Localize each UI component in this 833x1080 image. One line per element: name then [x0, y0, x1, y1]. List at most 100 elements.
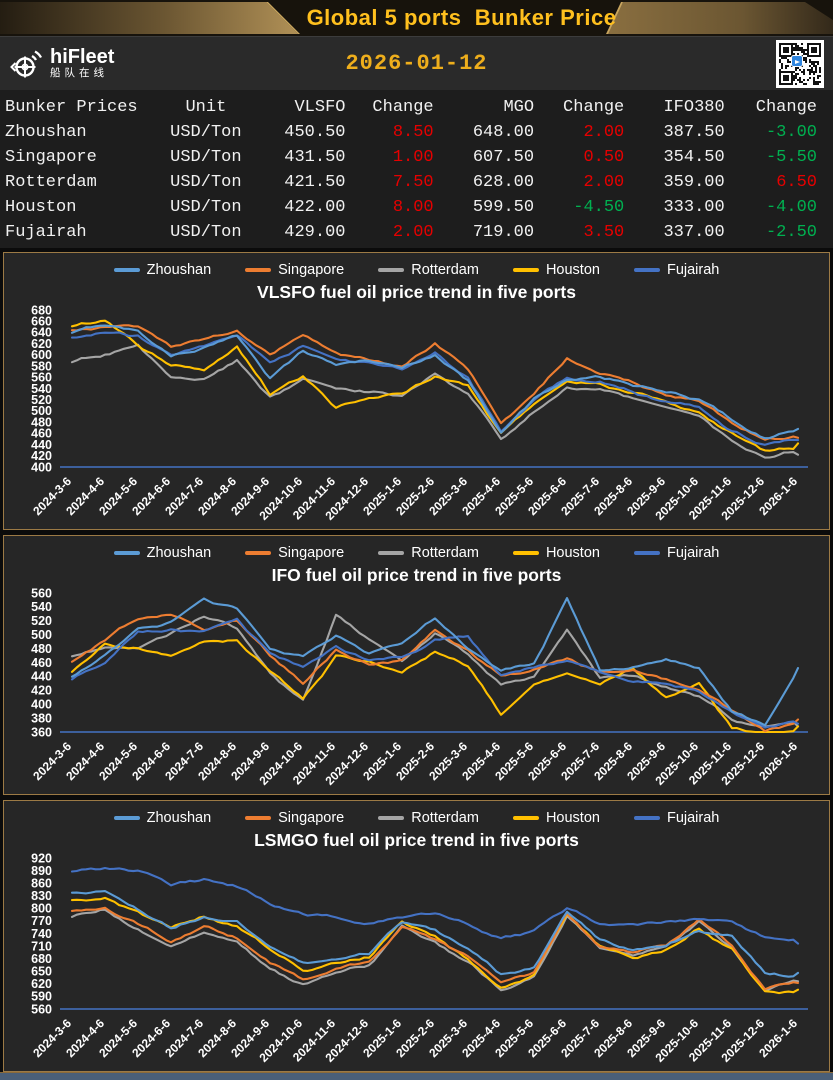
cell-mgo_change: 2.00 — [583, 173, 625, 192]
cell-unit: USD/Ton — [170, 123, 242, 142]
y-tick-label: 770 — [31, 914, 52, 928]
series-line-singapore — [70, 906, 800, 991]
legend-label: Zhoushan — [146, 810, 212, 826]
legend-item-rotterdam: Rotterdam — [378, 810, 479, 826]
y-tick-label: 660 — [31, 315, 52, 329]
legend-label: Rotterdam — [411, 545, 479, 561]
table-row: Fujairah USD/Ton 429.00 2.00 719.00 3.50 337.0… — [5, 220, 827, 245]
qr-code — [776, 40, 824, 88]
banner-gold-band-left — [0, 2, 298, 34]
chart-title: LSMGO fuel oil price trend in five ports — [254, 830, 579, 850]
series-line-rotterdam — [70, 908, 800, 992]
table-row: Singapore USD/Ton 431.50 1.00 607.50 0.50 354.… — [5, 145, 827, 170]
y-tick-label: 680 — [31, 305, 52, 317]
cell-port: Houston — [5, 198, 77, 217]
legend-label: Houston — [545, 810, 600, 826]
cell-mgo_change: 0.50 — [583, 148, 625, 167]
y-tick-label: 540 — [31, 600, 52, 614]
legend-label: Singapore — [278, 545, 345, 561]
chart-title: VLSFO fuel oil price trend in five ports — [257, 282, 576, 302]
cell-vlsfo: 421.50 — [284, 173, 346, 192]
y-tick-label: 480 — [31, 415, 52, 429]
cell-unit: USD/Ton — [170, 198, 242, 217]
y-tick-label: 620 — [31, 337, 52, 351]
cell-port: Fujairah — [5, 223, 87, 242]
y-tick-label: 830 — [31, 889, 52, 903]
cell-port: Singapore — [5, 148, 97, 167]
chart-panel-2: Zhoushan Singapore Rotterdam Houston Fujaira… — [3, 800, 830, 1072]
y-tick-label: 480 — [31, 642, 52, 656]
legend-swatch — [633, 551, 660, 555]
brand-logo: hiFleet 船队在线 — [0, 46, 114, 82]
series-line-fujairah — [70, 617, 800, 729]
cell-vlsfo_change: 2.00 — [392, 223, 434, 242]
legend-label: Rotterdam — [411, 810, 479, 826]
series-line-rotterdam — [70, 613, 800, 728]
legend-item-zhoushan: Zhoushan — [113, 810, 212, 826]
legend-swatch — [245, 551, 272, 555]
legend-label: Zhoushan — [146, 545, 212, 561]
brand-text: hiFleet 船队在线 — [50, 47, 114, 80]
series-line-houston — [70, 639, 800, 734]
legend-label: Fujairah — [666, 262, 720, 278]
series-line-fujairah — [70, 331, 800, 446]
cell-mgo: 628.00 — [472, 173, 535, 192]
cell-vlsfo: 429.00 — [284, 223, 346, 242]
series-line-rotterdam — [70, 343, 800, 459]
page-title: Global 5 ports Bunker Price — [306, 5, 617, 30]
lsmgo-chart-canvas: 5605906206506807107407708008308608909202… — [30, 851, 808, 1065]
legend-label: Singapore — [278, 810, 345, 826]
y-tick-label: 460 — [31, 427, 52, 441]
report-date: 2026-01-12 — [345, 51, 488, 76]
legend-item-houston: Houston — [512, 262, 600, 278]
y-tick-label: 500 — [31, 628, 52, 642]
legend-item-houston: Houston — [512, 545, 600, 561]
legend-item-zhoushan: Zhoushan — [113, 545, 212, 561]
qr-pattern — [779, 43, 821, 85]
cell-unit: USD/Ton — [170, 223, 242, 242]
cell-ifo380: 354.50 — [663, 148, 725, 167]
y-tick-label: 740 — [31, 927, 52, 941]
table-row: Rotterdam USD/Ton 421.50 7.50 628.00 2.00 359.… — [5, 170, 827, 195]
column-header: Unit — [185, 98, 227, 117]
cell-vlsfo_change: 8.00 — [392, 198, 434, 217]
legend-swatch — [633, 816, 660, 820]
chart-panel-1: Zhoushan Singapore Rotterdam Houston Fujaira… — [3, 535, 830, 795]
y-tick-label: 890 — [31, 864, 52, 878]
legend-swatch — [378, 268, 405, 272]
y-tick-label: 620 — [31, 977, 52, 991]
y-tick-label: 540 — [31, 382, 52, 396]
legend-label: Fujairah — [666, 810, 720, 826]
legend-item-singapore: Singapore — [245, 262, 344, 278]
qr-center-logo-icon — [791, 55, 803, 67]
cell-mgo: 607.50 — [472, 148, 535, 167]
legend-item-fujairah: Fujairah — [633, 810, 720, 826]
ship-compass-icon — [10, 49, 43, 77]
cell-ifo380_change: -5.50 — [765, 148, 817, 167]
cell-port: Zhoushan — [5, 123, 87, 142]
legend-swatch — [113, 816, 140, 820]
y-tick-label: 800 — [31, 902, 52, 916]
y-tick-label: 860 — [31, 876, 52, 890]
column-header: Change — [372, 98, 434, 117]
legend-item-zhoushan: Zhoushan — [113, 262, 211, 278]
chart-legend: Zhoushan Singapore Rotterdam Houston Fujaira… — [4, 807, 829, 829]
chart-panel-0: Zhoushan Singapore Rotterdam Houston Fujaira… — [3, 252, 830, 530]
y-tick-label: 600 — [31, 348, 52, 362]
legend-label: Rotterdam — [411, 262, 479, 278]
app-banner: Global 5 ports Bunker Price — [0, 0, 833, 36]
y-tick-label: 400 — [31, 698, 52, 712]
cell-mgo_change: 2.00 — [583, 123, 625, 142]
table-row: Zhoushan USD/Ton 450.50 8.50 648.00 2.00 387.5… — [5, 120, 827, 145]
legend-swatch — [378, 816, 405, 820]
y-tick-label: 640 — [31, 326, 52, 340]
cell-mgo: 648.00 — [472, 123, 535, 142]
y-tick-label: 680 — [31, 952, 52, 966]
y-tick-label: 440 — [31, 438, 52, 452]
column-header: IFO380 — [663, 98, 725, 117]
cell-port: Rotterdam — [5, 173, 97, 192]
y-tick-label: 460 — [31, 656, 52, 670]
legend-item-houston: Houston — [512, 810, 600, 826]
legend-swatch — [245, 268, 272, 272]
column-header: Bunker Prices — [5, 98, 138, 117]
